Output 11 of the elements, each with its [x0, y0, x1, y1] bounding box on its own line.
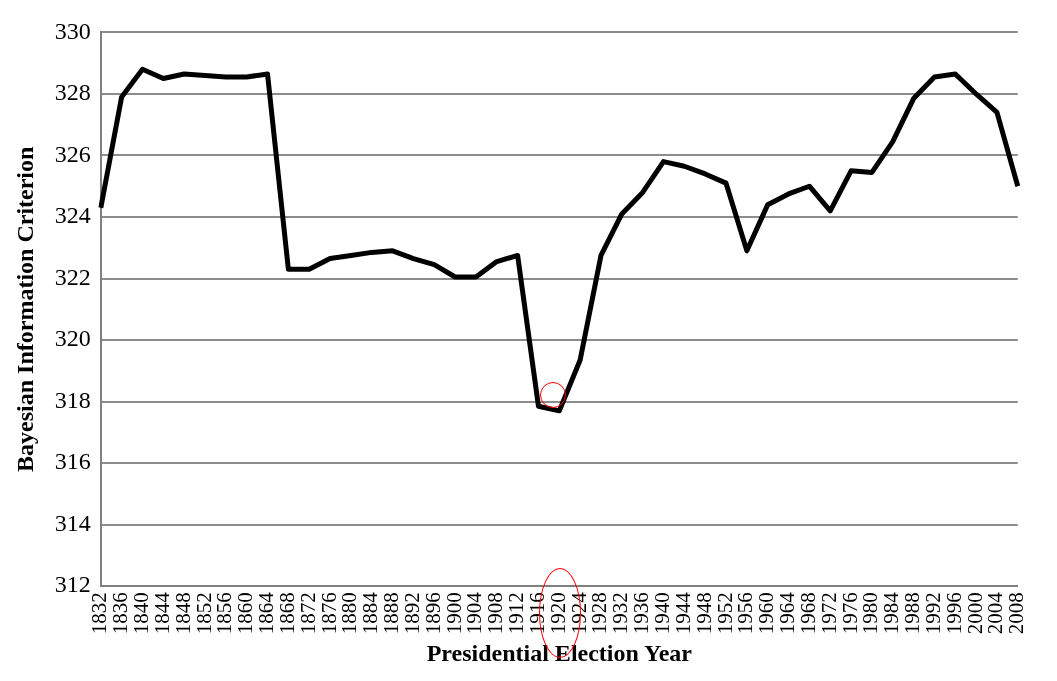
- y-tick-label: 324: [54, 202, 91, 229]
- y-tick-label: 326: [54, 140, 91, 167]
- y-tick-label: 314: [54, 509, 91, 536]
- y-axis-title: Bayesian Information Criterion: [11, 146, 38, 472]
- y-tick-label: 316: [54, 448, 91, 475]
- y-tick-label: 330: [54, 17, 91, 44]
- y-tick-label: 320: [54, 325, 91, 352]
- y-tick-label: 322: [54, 263, 91, 290]
- y-tick-label: 318: [54, 386, 91, 413]
- x-axis-title: Presidential Election Year: [426, 639, 693, 666]
- y-tick-label: 328: [54, 79, 91, 106]
